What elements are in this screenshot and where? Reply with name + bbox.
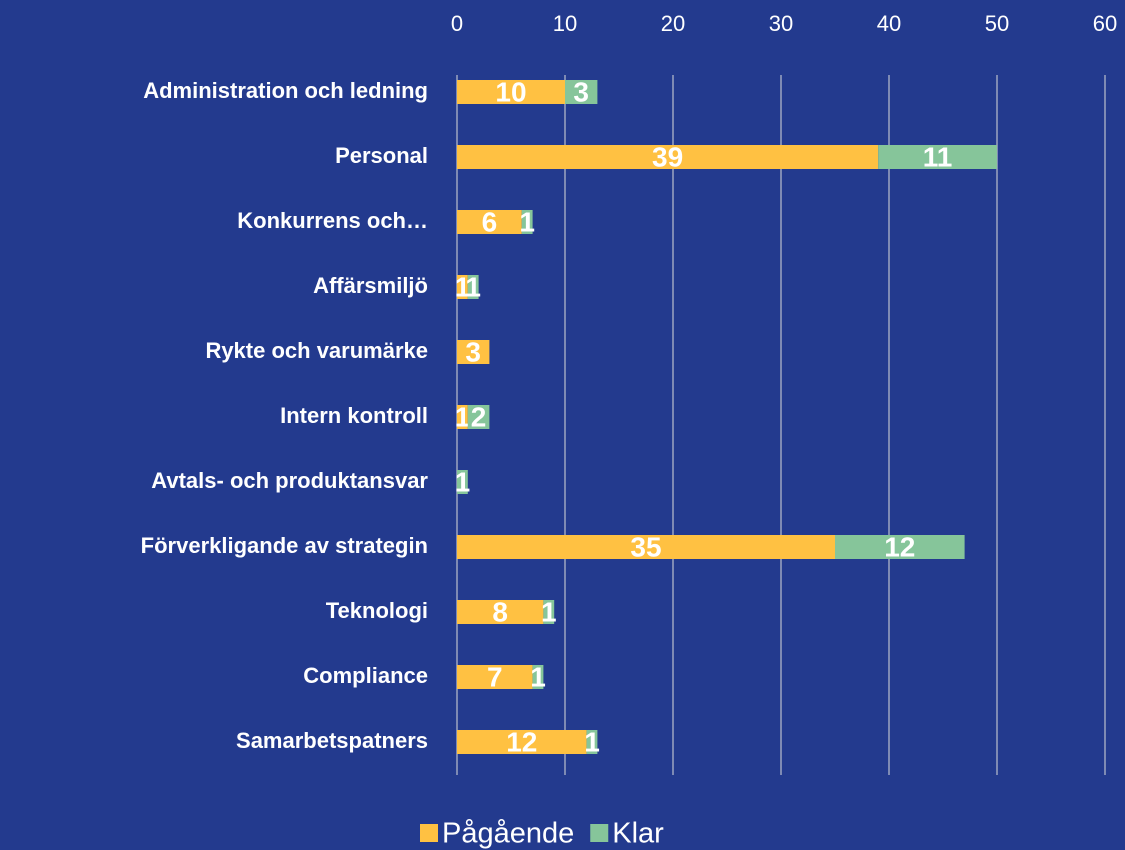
category-label: Personal [335,143,428,168]
data-label: 6 [482,206,498,237]
category-label: Compliance [303,663,428,688]
bar-segment [586,730,598,754]
bar-segment [565,80,598,104]
bar-segment [457,665,533,689]
category-label: Rykte och varumärke [205,338,428,363]
data-label: 3 [573,76,589,107]
bar-segment [543,600,555,624]
data-label: 12 [506,726,537,757]
category-label: Affärsmiljö [313,273,428,298]
data-label: 35 [630,531,661,562]
data-label: 1 [455,271,471,302]
bar-segment [457,600,544,624]
legend-swatch [590,824,609,842]
category-label: Konkurrens och… [237,208,428,233]
x-tick-label: 50 [985,11,1009,36]
x-tick-label: 0 [451,11,463,36]
bar-segment [457,80,565,104]
bar-segment [878,145,997,169]
data-label: 1 [455,401,471,432]
bar-segment [467,275,479,299]
data-label: 8 [492,596,508,627]
data-label: 1 [455,466,471,497]
bar-segment [835,535,965,559]
data-label: 1 [465,271,481,302]
category-label: Samarbetspatners [236,728,428,753]
x-tick-label: 60 [1093,11,1117,36]
category-label: Avtals- och produktansvar [151,468,428,493]
data-label: 3 [465,336,481,367]
data-label: 39 [652,141,683,172]
x-tick-label: 20 [661,11,685,36]
bar-segment [457,535,835,559]
bar-segment [457,210,522,234]
category-label: Intern kontroll [280,403,428,428]
bar-segment [457,470,468,494]
category-label: Förverkligande av strategin [141,533,428,558]
bar-segment [457,405,468,429]
bar-segment [521,210,533,234]
data-label: 7 [487,661,503,692]
legend-swatch [420,824,438,842]
category-label: Teknologi [326,598,428,623]
bar-segment [457,275,468,299]
data-label: 11 [923,141,953,172]
data-label: 1 [519,206,535,237]
x-tick-label: 40 [877,11,901,36]
bar-segment [532,665,544,689]
x-tick-label: 10 [553,11,577,36]
x-tick-label: 30 [769,11,793,36]
data-label: 10 [495,76,526,107]
data-label: 2 [471,401,487,432]
bar-segment [457,145,879,169]
bar-segment [457,730,587,754]
legend-label: Pågående [442,818,574,850]
data-label: 1 [584,726,600,757]
data-label: 1 [541,596,557,627]
bar-segment [457,340,490,364]
category-label: Administration och ledning [143,78,428,103]
legend-label: Klar [612,818,664,850]
bar-segment [467,405,490,429]
data-label: 1 [530,661,546,692]
data-label: 12 [884,531,915,562]
